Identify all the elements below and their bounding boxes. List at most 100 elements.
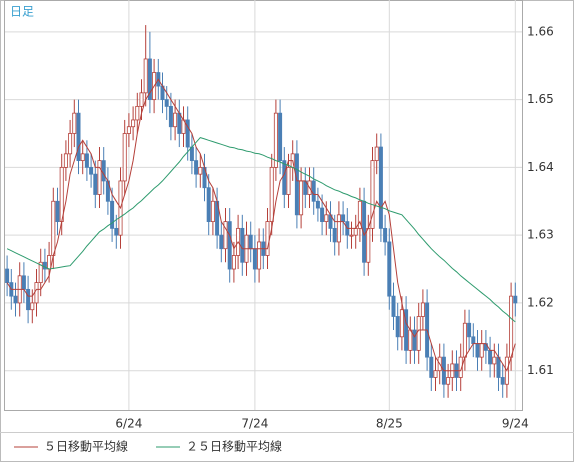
candle-body	[509, 295, 514, 358]
candle-body	[513, 295, 518, 304]
candle-body	[315, 200, 320, 209]
candle-body	[467, 322, 472, 338]
candle-body	[500, 377, 505, 385]
candle-body	[80, 153, 85, 162]
candle-body	[357, 200, 362, 229]
candle-body	[210, 200, 215, 223]
candle-body	[42, 261, 47, 270]
x-tick-label: 7/24	[241, 417, 268, 431]
candle-body	[269, 166, 274, 223]
candle-body	[185, 119, 190, 148]
candle-body	[408, 329, 413, 351]
candle-body	[147, 58, 152, 101]
candle-body	[97, 160, 102, 195]
candle-body	[206, 187, 211, 223]
candle-body	[286, 166, 291, 195]
y-tick-label: 1.62	[527, 295, 554, 309]
candle-body	[227, 221, 232, 270]
candle-body	[26, 288, 31, 311]
ma-line	[6, 78, 516, 372]
candle-body	[488, 349, 493, 365]
candle-body	[110, 200, 115, 229]
candle-body	[240, 227, 245, 263]
candle-body	[383, 227, 388, 243]
candle-body	[38, 261, 43, 283]
candle-body	[131, 119, 136, 128]
candle-body	[135, 105, 140, 121]
candle-body	[273, 112, 278, 168]
candle-body	[282, 160, 287, 195]
candle-body	[257, 241, 262, 270]
legend-label: ２５日移動平均線	[186, 439, 282, 454]
candle-body	[139, 92, 144, 107]
candle-body	[198, 166, 203, 175]
candle-body	[114, 227, 119, 236]
candle-body	[51, 200, 56, 256]
candle-body	[311, 180, 316, 202]
candle-body	[416, 316, 421, 351]
y-tick-label: 1.61	[527, 363, 554, 377]
candle-body	[404, 309, 409, 351]
candle-body	[101, 160, 106, 182]
candle-body	[387, 241, 392, 297]
candle-body	[59, 166, 64, 223]
candle-body	[433, 370, 438, 378]
candle-body	[122, 133, 127, 182]
candle-body	[399, 309, 404, 338]
candle-body	[475, 343, 480, 358]
legend-label: ５日移動平均線	[44, 439, 128, 454]
chart-title: 日足	[10, 5, 34, 19]
candle-body	[391, 295, 396, 317]
y-tick-label: 1.64	[527, 160, 554, 174]
candle-body	[68, 133, 73, 155]
candle-body	[248, 234, 253, 250]
candle-body	[374, 146, 379, 162]
candle-body	[395, 316, 400, 338]
plot-area	[4, 0, 523, 411]
candle-body	[84, 153, 89, 168]
candle-body	[299, 180, 304, 216]
candle-body	[21, 275, 26, 290]
candle-body	[294, 153, 299, 216]
candle-body	[353, 227, 358, 236]
candle-body	[278, 112, 283, 162]
x-tick-label: 9/24	[502, 417, 529, 431]
candle-body	[76, 112, 81, 162]
candle-body	[164, 99, 169, 107]
candle-body	[471, 336, 476, 344]
candle-body	[265, 221, 270, 256]
candle-body	[89, 166, 94, 175]
candle-body	[72, 112, 77, 134]
candle-body	[55, 200, 60, 223]
candle-body	[320, 207, 325, 223]
ma-line	[6, 137, 516, 323]
candle-body	[30, 302, 35, 311]
candle-body	[93, 173, 98, 195]
candle-body	[349, 234, 354, 237]
candle-body	[479, 343, 484, 358]
candle-body	[370, 160, 375, 229]
candle-body	[492, 356, 497, 365]
candle-body	[63, 153, 68, 168]
x-tick-label: 8/25	[376, 417, 403, 431]
candle-body	[429, 356, 434, 378]
y-tick-label: 1.66	[527, 24, 554, 38]
candle-body	[420, 302, 425, 317]
candle-body	[252, 248, 257, 270]
candle-body	[412, 329, 417, 351]
candle-body	[143, 58, 148, 94]
y-tick-label: 1.63	[527, 228, 554, 242]
candle-body	[462, 322, 467, 358]
candle-body	[223, 221, 228, 250]
candle-body	[336, 214, 341, 243]
candle-body	[194, 160, 199, 175]
candle-body	[231, 255, 236, 270]
candle-body	[446, 377, 451, 385]
candle-body	[378, 146, 383, 229]
candle-body	[458, 356, 463, 378]
candle-body	[324, 214, 329, 223]
x-tick-label: 6/24	[115, 417, 142, 431]
candle-body	[341, 214, 346, 223]
candle-body	[34, 282, 39, 304]
